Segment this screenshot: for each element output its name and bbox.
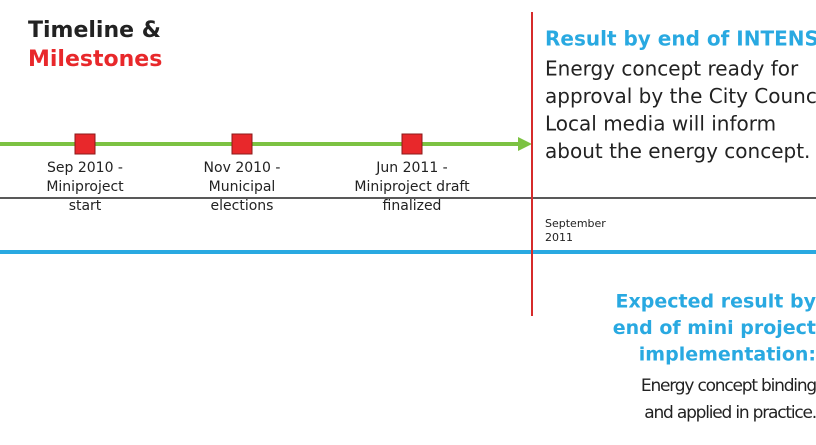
timeline-arrow [518, 137, 532, 151]
milestone-label: Miniproject [46, 179, 124, 195]
result-text: Local media will inform [545, 112, 776, 136]
result-text: approval by the City Council. [545, 84, 816, 108]
milestone-label: finalized [383, 198, 442, 214]
milestone-marker [231, 133, 253, 155]
expected-heading: end of mini project [613, 317, 816, 339]
expected-text: Energy concept binding [641, 376, 816, 396]
date-label: September [545, 217, 606, 230]
milestone-marker [74, 133, 96, 155]
expected-heading: Expected result by [616, 291, 816, 313]
result-heading: Result by end of INTENSE: [545, 27, 816, 51]
milestone-marker [401, 133, 423, 155]
milestone-label: Nov 2010 - [204, 160, 281, 176]
expected-heading: implementation: [639, 344, 816, 366]
result-text: about the energy concept. [545, 139, 810, 163]
milestone-label: Sep 2010 - [47, 160, 123, 176]
milestone-label: Municipal [209, 179, 276, 195]
date-label: 2011 [545, 231, 573, 244]
milestone-label: Jun 2011 - [375, 160, 447, 176]
expected-text: and applied in practice. [644, 403, 816, 423]
milestone-label: Miniproject draft [354, 179, 470, 195]
result-text: Energy concept ready for [545, 57, 799, 81]
title-line: Timeline & [28, 18, 161, 43]
milestone-label: start [69, 198, 102, 214]
milestone-label: elections [211, 198, 274, 214]
title-line: Milestones [28, 47, 162, 72]
